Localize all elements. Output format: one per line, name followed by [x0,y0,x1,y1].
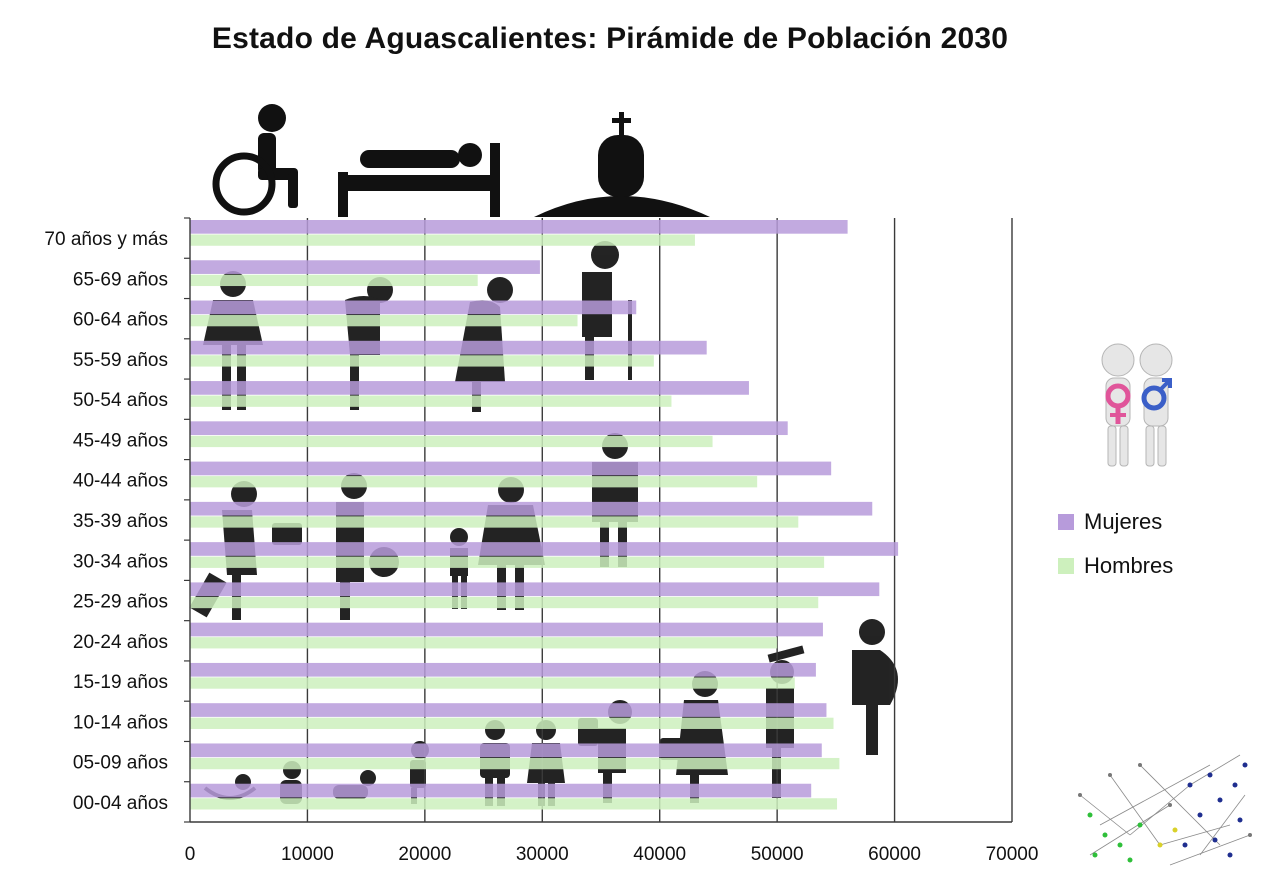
y-tick-label: 20-24 años [73,632,168,653]
bar-hombres [190,677,795,689]
bar-mujeres [190,461,832,476]
pregnant-woman-icon [852,619,898,755]
y-tick-label: 45-49 años [73,430,168,451]
y-tick-label: 50-54 años [73,390,168,411]
legend-label-mujeres: Mujeres [1084,509,1163,534]
bar-mujeres [190,220,848,234]
bar-mujeres [190,260,540,274]
chart-title: Estado de Aguascalientes: Pirámide de Po… [211,22,1009,55]
bar-mujeres [190,542,899,556]
legend: Mujeres Hombres [1058,500,1173,588]
wheelchair-icon [212,104,298,216]
y-tick-label: 00-04 años [73,793,168,814]
x-tick-label: 30000 [516,844,569,865]
bar-hombres [190,717,834,729]
bars [190,220,899,810]
bar-hombres [190,798,838,810]
bar-mujeres [190,300,637,315]
bar-hombres [190,596,819,609]
y-tick-label: 40-44 años [73,471,168,492]
x-tick-label: 10000 [281,844,334,865]
bar-mujeres [190,340,707,355]
y-tick-label: 10-14 años [73,712,168,733]
bar-hombres [190,274,478,287]
bar-mujeres [190,381,749,395]
bar-hombres [190,435,713,448]
grave-icon [534,112,710,217]
bar-hombres [190,395,672,407]
y-tick-label: 30-34 años [73,551,168,572]
x-tick-label: 40000 [633,844,686,865]
x-tick-label: 0 [185,844,196,865]
legend-swatch-hombres [1058,558,1074,574]
teen-girl-icon [660,671,728,803]
pictogram-decorations [189,104,898,806]
bar-mujeres [190,743,822,758]
x-tick-label: 50000 [751,844,804,865]
bar-hombres [190,355,654,367]
bar-hombres [190,757,840,770]
x-tick-label: 20000 [398,844,451,865]
x-tick-label: 70000 [986,844,1039,865]
population-pyramid-chart: 70 años y más 65-69 años 60-64 años 55-59 a… [44,104,1039,865]
bar-hombres [190,234,695,246]
y-tick-label: 15-19 años [73,672,168,693]
y-tick-label: 60-64 años [73,310,168,331]
bar-hombres [190,556,825,568]
legend-swatch-mujeres [1058,514,1074,530]
bar-mujeres [190,783,812,798]
bar-hombres [190,516,799,528]
bar-mujeres [190,662,816,677]
bed-icon [338,143,500,217]
y-tick-label: 35-39 años [73,511,168,532]
bar-mujeres [190,501,873,516]
bar-mujeres [190,421,788,436]
bar-hombres [190,637,778,649]
y-tick-label: 25-29 años [73,592,168,613]
legend-item-hombres: Hombres [1058,544,1173,588]
bar-mujeres [190,703,827,717]
bar-mujeres [190,622,823,637]
bar-mujeres [190,582,880,597]
y-tick-label: 05-09 años [73,753,168,774]
legend-item-mujeres: Mujeres [1058,500,1173,544]
y-tick-label: 65-69 años [73,269,168,290]
gender-couple-icon [1101,343,1173,467]
x-tick-label: 60000 [868,844,921,865]
bar-hombres [190,315,578,327]
axes [184,217,1012,823]
y-tick-label: 55-59 años [73,350,168,371]
y-axis-labels: 70 años y más 65-69 años 60-64 años 55-59 a… [44,229,168,814]
bar-hombres [190,476,758,488]
y-tick-label: 70 años y más [44,229,168,250]
legend-label-hombres: Hombres [1084,553,1174,578]
x-axis-labels: 0 10000 20000 30000 40000 50000 60000 70000 [185,844,1039,865]
network-graph-decoration [1078,754,1252,866]
